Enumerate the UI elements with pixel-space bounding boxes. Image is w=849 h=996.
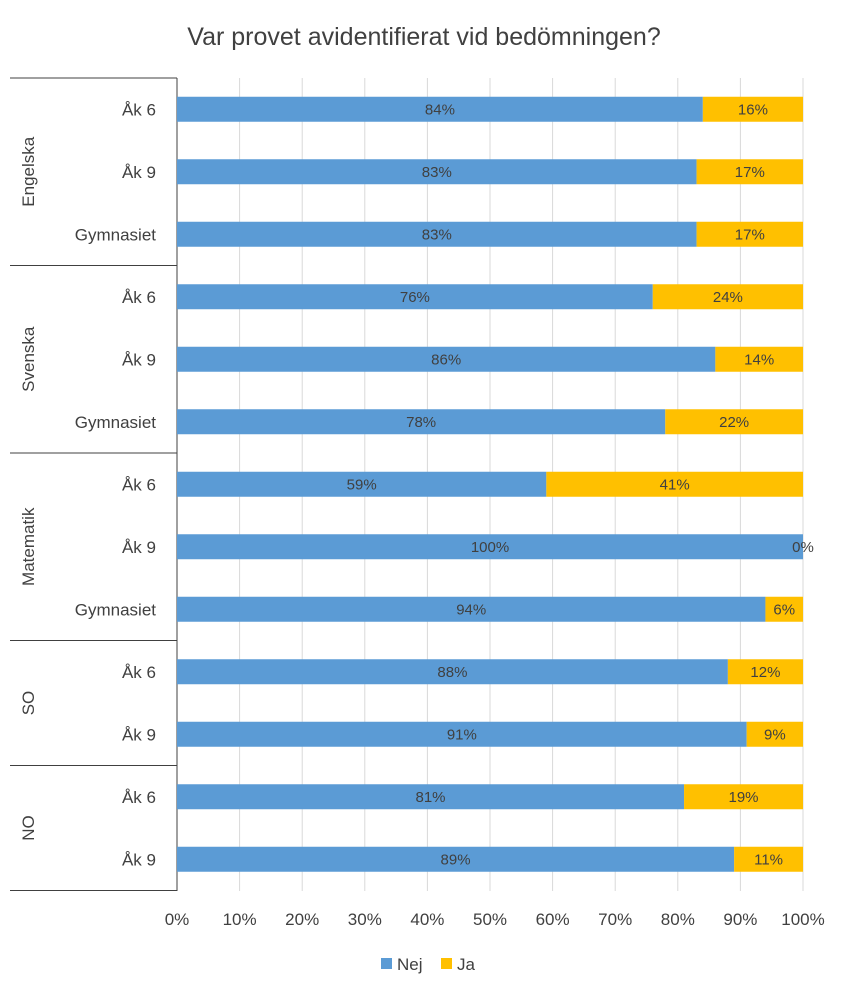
bar-nej <box>177 159 697 185</box>
bar-ja <box>696 159 803 185</box>
legend-label-ja: Ja <box>457 955 476 974</box>
bar-ja <box>684 784 803 810</box>
data-label-nej: 89% <box>441 851 471 868</box>
data-label-nej: 86% <box>431 351 461 368</box>
chart-title: Var provet avidentifierat vid bedömninge… <box>187 23 660 51</box>
bar-ja <box>715 346 803 372</box>
bar-nej <box>177 659 728 685</box>
x-tick-label: 20% <box>285 910 319 929</box>
data-label-ja: 12% <box>750 664 780 681</box>
category-label: Åk 9 <box>122 350 156 369</box>
category-label: Åk 9 <box>122 725 156 744</box>
legend-label-nej: Nej <box>397 955 423 974</box>
category-label: Åk 6 <box>122 663 156 682</box>
bar-nej <box>177 96 703 122</box>
category-label: Gymnasiet <box>75 600 157 619</box>
bar-nej <box>177 534 803 560</box>
data-labels: 84% 16% 83% 17% 83% 17% 76% 24% 86% 14% 78% 22% 59% 4… <box>347 101 814 868</box>
bars <box>177 96 803 872</box>
bar-ja <box>665 409 803 435</box>
x-tick-label: 10% <box>223 910 257 929</box>
category-label: Åk 9 <box>122 163 156 182</box>
bar-nej <box>177 596 766 622</box>
bar-nej <box>177 471 547 497</box>
group-label: Svenska <box>19 326 38 392</box>
group-label: Engelska <box>19 136 38 206</box>
x-tick-label: 70% <box>598 910 632 929</box>
bar-ja <box>696 221 803 247</box>
bar-nej <box>177 784 685 810</box>
x-tick-label: 30% <box>348 910 382 929</box>
x-tick-label: 80% <box>661 910 695 929</box>
data-label-nej: 59% <box>347 476 377 493</box>
data-label-nej: 78% <box>406 414 436 431</box>
x-tick-label: 100% <box>781 910 824 929</box>
group-label: Matematik <box>19 507 38 586</box>
bar-nej <box>177 409 666 435</box>
x-tick-label: 0% <box>165 910 190 929</box>
data-label-ja: 24% <box>713 289 743 306</box>
x-tick-label: 50% <box>473 910 507 929</box>
bar-ja <box>746 721 803 747</box>
x-tick-label: 60% <box>536 910 570 929</box>
group-label: NO <box>19 815 38 841</box>
data-label-ja: 9% <box>764 726 786 743</box>
bar-ja <box>727 659 803 685</box>
data-label-ja: 6% <box>773 601 795 618</box>
data-label-nej: 81% <box>416 789 446 806</box>
bar-nej <box>177 846 735 872</box>
bar-nej <box>177 221 697 247</box>
category-label: Åk 6 <box>122 788 156 807</box>
bar-ja <box>702 96 803 122</box>
category-label: Åk 6 <box>122 288 156 307</box>
bar-ja <box>734 846 803 872</box>
category-label: Åk 6 <box>122 475 156 494</box>
data-label-nej: 76% <box>400 289 430 306</box>
data-label-nej: 88% <box>437 664 467 681</box>
bar-ja <box>765 596 803 622</box>
data-label-nej: 100% <box>471 539 509 556</box>
data-label-nej: 91% <box>447 726 477 743</box>
data-label-nej: 94% <box>456 601 486 618</box>
data-label-ja: 41% <box>660 476 690 493</box>
data-label-nej: 84% <box>425 101 455 118</box>
data-label-ja: 11% <box>754 851 783 868</box>
data-label-ja: 0% <box>792 539 814 556</box>
category-label: Åk 9 <box>122 850 156 869</box>
data-label-nej: 83% <box>422 226 452 243</box>
category-label: Gymnasiet <box>75 413 157 432</box>
data-label-ja: 16% <box>738 101 768 118</box>
data-label-ja: 19% <box>729 789 759 806</box>
data-label-ja: 17% <box>735 164 765 181</box>
group-label: SO <box>19 691 38 716</box>
x-tick-label: 90% <box>723 910 757 929</box>
bar-ja <box>652 284 803 310</box>
category-label: Åk 6 <box>122 100 156 119</box>
legend-swatch-nej <box>381 958 392 969</box>
data-label-nej: 83% <box>422 164 452 181</box>
bar-nej <box>177 721 747 747</box>
bar-nej <box>177 284 653 310</box>
category-label: Åk 9 <box>122 538 156 557</box>
data-label-ja: 22% <box>719 414 749 431</box>
data-label-ja: 14% <box>744 351 774 368</box>
legend: Nej Ja <box>381 955 476 974</box>
x-tick-label: 40% <box>410 910 444 929</box>
category-label: Gymnasiet <box>75 225 157 244</box>
bar-ja <box>546 471 803 497</box>
data-label-ja: 17% <box>735 226 765 243</box>
bar-nej <box>177 346 716 372</box>
legend-swatch-ja <box>441 958 452 969</box>
